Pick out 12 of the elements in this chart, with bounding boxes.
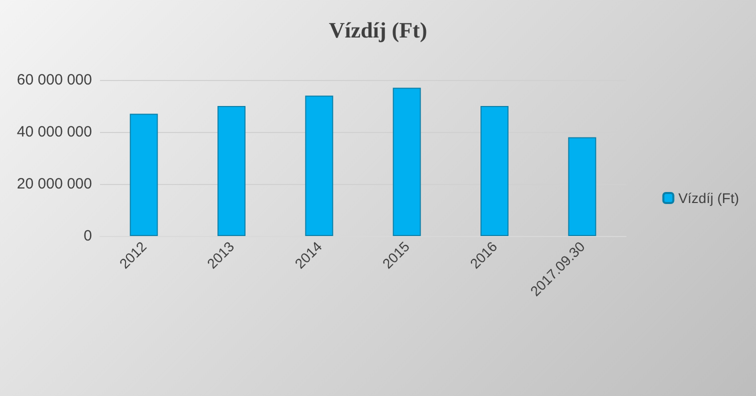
bar [130, 114, 158, 236]
legend-label: Vízdíj (Ft) [678, 190, 740, 206]
bar [480, 106, 508, 236]
y-tick-label: 20 000 000 [16, 176, 92, 192]
y-tick-label: 40 000 000 [16, 124, 92, 140]
bar [568, 137, 596, 236]
bar [392, 88, 421, 236]
y-tick-label: 0 [84, 228, 92, 244]
bar [218, 106, 246, 236]
y-tick-label: 60 000 000 [16, 72, 92, 88]
chart-title: Vízdíj (Ft) [328, 18, 428, 42]
bar [305, 96, 334, 236]
